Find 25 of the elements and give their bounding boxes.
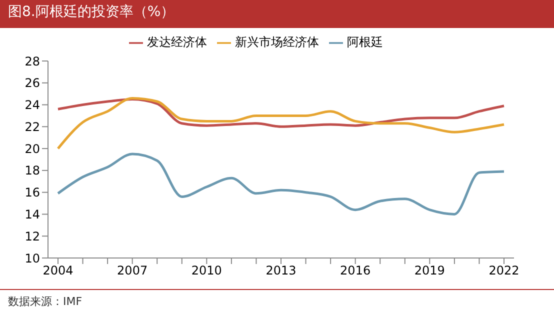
y-tick-label: 28 bbox=[24, 54, 40, 68]
x-tick-label: 2019 bbox=[414, 264, 445, 278]
line-series bbox=[56, 96, 506, 150]
chart-title: 图8.阿根廷的投资率（%） bbox=[0, 0, 554, 28]
y-tick-label: 16 bbox=[24, 186, 40, 200]
x-tick-label: 2022 bbox=[488, 264, 520, 278]
y-tick-label: 24 bbox=[24, 98, 40, 112]
y-tick-label: 14 bbox=[24, 207, 40, 222]
legend-label: 阿根廷 bbox=[347, 35, 383, 49]
y-tick-label: 22 bbox=[24, 120, 40, 134]
x-tick-label: 2007 bbox=[117, 264, 148, 278]
line-series bbox=[56, 98, 506, 128]
x-tick-label: 2010 bbox=[191, 264, 222, 278]
y-tick-label: 12 bbox=[24, 229, 40, 244]
y-tick-label: 18 bbox=[24, 164, 40, 178]
x-tick-label: 2016 bbox=[340, 264, 371, 278]
y-tick-label: 10 bbox=[24, 251, 40, 266]
x-tick-label: 2004 bbox=[42, 264, 74, 278]
y-tick-label: 26 bbox=[24, 76, 40, 90]
y-tick-label: 20 bbox=[24, 142, 40, 156]
source-note: 数据来源：IMF bbox=[8, 294, 82, 309]
legend-label: 新兴市场经济体 bbox=[235, 35, 319, 49]
legend-label: 发达经济体 bbox=[147, 35, 207, 49]
line-series bbox=[56, 152, 506, 216]
x-tick-label: 2013 bbox=[266, 264, 296, 278]
